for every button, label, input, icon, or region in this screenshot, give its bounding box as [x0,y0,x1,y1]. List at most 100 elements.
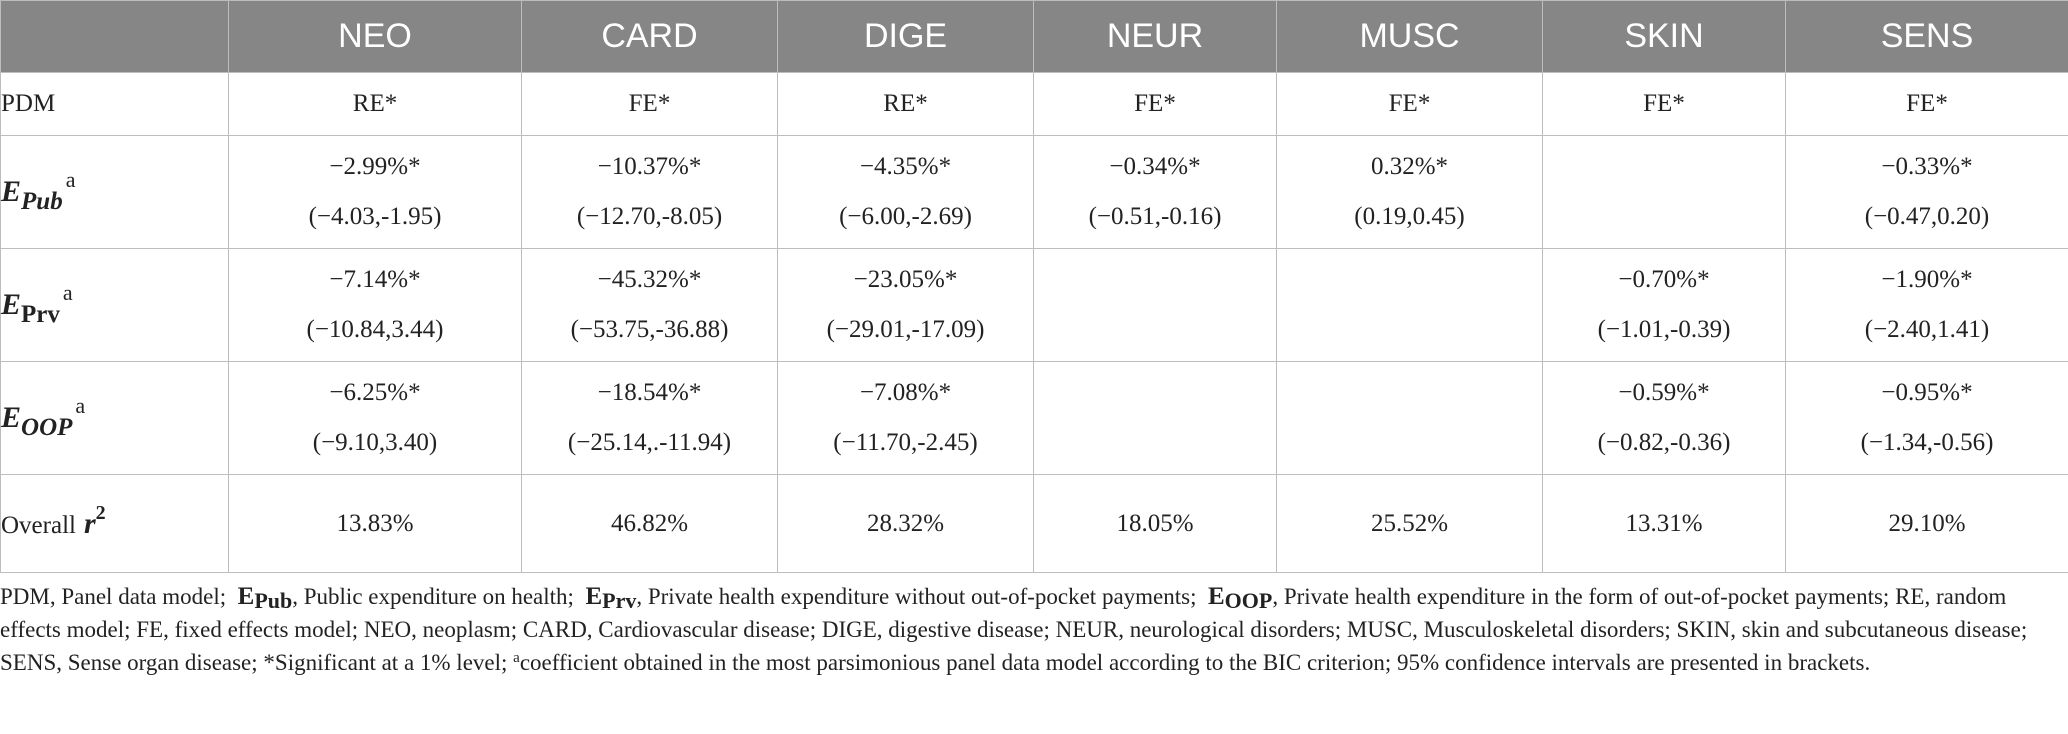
table-footnote: PDM, Panel data model; EPub, Public expe… [0,580,2048,683]
footnote-symbol: E [585,583,603,610]
coef-cell-empty [1033,361,1277,475]
eprv-label: EPrva [0,248,229,362]
footnote-text: , Private health expenditure without out… [636,584,1197,609]
coefficient: −0.33%* [1881,153,1973,180]
header-row: NEO CARD DIGE NEUR MUSC SKIN SENS [0,0,2068,73]
coefficient: −7.14%* [329,266,421,293]
coefficient: −2.99%* [329,153,421,180]
coef-cell: −0.33%* (−0.47,0.20) [1785,135,2068,249]
r2-cell: 13.31% [1542,474,1786,573]
coefficient: −0.95%* [1881,379,1973,406]
header-sens: SENS [1785,0,2068,73]
coefficient: −23.05%* [853,266,958,293]
confidence-interval: (−1.34,-0.56) [1860,429,1994,456]
footnote-subscript: Prv [602,588,637,613]
confidence-interval: (−12.70,-8.05) [576,203,723,230]
r2-superscript: 2 [95,501,106,524]
r2-row: Overall r2 13.83% 46.82% 28.32% 18.05% 25… [0,474,2068,573]
coefficient: −0.59%* [1618,379,1710,406]
confidence-interval: (−10.84,3.44) [306,316,444,343]
coef-cell: −2.99%* (−4.03,-1.95) [228,135,522,249]
var-superscript: a [75,393,86,418]
footnote-text: , Public expenditure on health; [292,584,574,609]
pdm-cell: FE* [1033,72,1277,136]
coef-cell: −18.54%* (−25.14,.-11.94) [521,361,778,475]
header-musc: MUSC [1276,0,1543,73]
footnote-subscript: OOP [1224,588,1273,613]
footnote-superscript: a [513,650,520,666]
pdm-label: PDM [0,72,229,136]
var-symbol: E [1,288,22,321]
footnote-symbol: E [1207,583,1225,610]
coef-cell-empty [1276,361,1543,475]
header-dige: DIGE [777,0,1034,73]
epub-row: EPuba −2.99%* (−4.03,-1.95) −10.37%* (−12.… [0,135,2068,249]
coef-cell: −4.35%* (−6.00,-2.69) [777,135,1034,249]
coef-cell-empty [1276,248,1543,362]
pdm-cell: FE* [1542,72,1786,136]
eoop-row: EOOPa −6.25%* (−9.10,3.40) −18.54%* (−25.1… [0,361,2068,475]
confidence-interval: (−0.47,0.20) [1864,203,1990,230]
footnote-text: PDM, Panel data model; [0,584,227,609]
epub-label: EPuba [0,135,229,249]
pdm-row: PDM RE* FE* RE* FE* FE* FE* FE* [0,72,2068,136]
r2-label: Overall r2 [0,474,229,573]
confidence-interval: (−2.40,1.41) [1864,316,1990,343]
coef-cell: −10.37%* (−12.70,-8.05) [521,135,778,249]
r2-cell: 25.52% [1276,474,1543,573]
confidence-interval: (−0.51,-0.16) [1088,203,1222,230]
coef-cell: −23.05%* (−29.01,-17.09) [777,248,1034,362]
coefficient: −0.70%* [1618,266,1710,293]
coefficient: −4.35%* [859,153,952,180]
coef-cell-empty [1542,135,1786,249]
r2-label-text: Overall [1,511,76,539]
coef-cell: −0.34%* (−0.51,-0.16) [1033,135,1277,249]
coef-cell: −0.95%* (−1.34,-0.56) [1785,361,2068,475]
var-superscript: a [65,167,76,192]
coefficient: −1.90%* [1881,266,1973,293]
pdm-cell: FE* [521,72,778,136]
coefficient: −18.54%* [597,379,702,406]
var-symbol: E [1,401,22,434]
var-symbol: E [1,175,22,208]
coef-cell: −7.14%* (−10.84,3.44) [228,248,522,362]
confidence-interval: (−1.01,-0.39) [1597,316,1731,343]
var-subscript: Prv [21,301,60,328]
coef-cell: −6.25%* (−9.10,3.40) [228,361,522,475]
coef-cell: −0.70%* (−1.01,-0.39) [1542,248,1786,362]
r2-cell: 28.32% [777,474,1034,573]
coef-cell: −45.32%* (−53.75,-36.88) [521,248,778,362]
results-table: NEO CARD DIGE NEUR MUSC SKIN SENS PDM RE… [0,0,2068,573]
pdm-cell: RE* [228,72,522,136]
eoop-label: EOOPa [0,361,229,475]
confidence-interval: (−0.82,-0.36) [1597,429,1731,456]
r2-cell: 18.05% [1033,474,1277,573]
footnote-symbol: E [237,583,255,610]
coef-cell: −7.08%* (−11.70,-2.45) [777,361,1034,475]
var-superscript: a [62,280,73,305]
coef-cell-empty [1033,248,1277,362]
confidence-interval: (−9.10,3.40) [312,429,438,456]
pdm-cell: FE* [1276,72,1543,136]
coefficient: −0.34%* [1109,153,1201,180]
coefficient: −45.32%* [597,266,702,293]
r2-cell: 46.82% [521,474,778,573]
coefficient: 0.32%* [1370,153,1449,180]
confidence-interval: (−11.70,-2.45) [833,429,978,456]
header-skin: SKIN [1542,0,1786,73]
confidence-interval: (−6.00,-2.69) [839,203,972,230]
r2-cell: 13.83% [228,474,522,573]
coef-cell: 0.32%* (0.19,0.45) [1276,135,1543,249]
header-neur: NEUR [1033,0,1277,73]
footnote-text: , Private health expenditure in the form… [0,584,2028,675]
coefficient: −10.37%* [597,153,702,180]
var-subscript: Pub [21,188,63,215]
confidence-interval: (−29.01,-17.09) [826,316,985,343]
r2-symbol: r [83,506,96,540]
header-neo: NEO [228,0,522,73]
pdm-cell: FE* [1785,72,2068,136]
header-card: CARD [521,0,778,73]
coefficient: −7.08%* [859,379,952,406]
confidence-interval: (−25.14,.-11.94) [567,429,732,456]
coef-cell: −1.90%* (−2.40,1.41) [1785,248,2068,362]
